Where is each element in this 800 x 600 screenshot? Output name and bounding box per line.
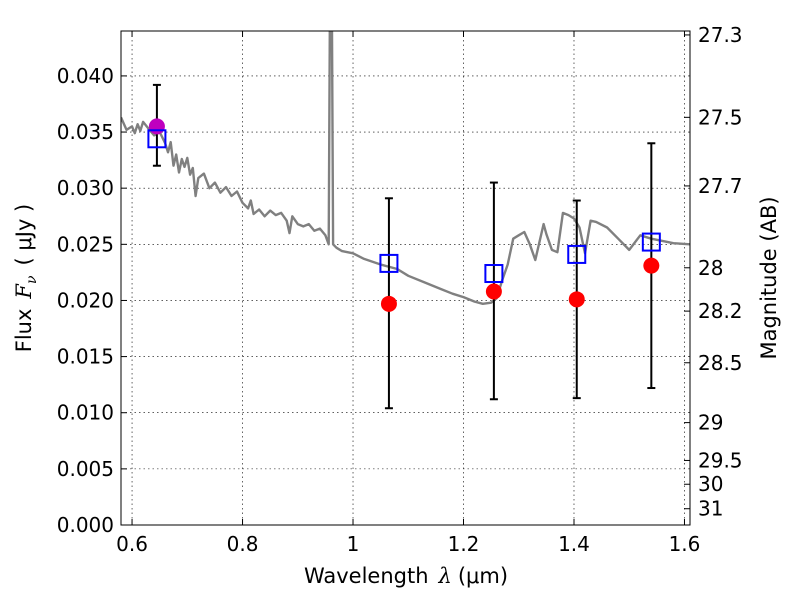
y-axis-title: FluxFν( μJy ): [12, 204, 40, 352]
y2-tick-label: 28.5: [698, 351, 743, 375]
y2-tick-label: 27.7: [698, 174, 743, 198]
y-tick-labels: 0.000 0.005 0.010 0.015 0.020 0.025 0.030 0.035…: [57, 64, 114, 537]
model-point: [147, 129, 167, 149]
y2-tick-label: 27.5: [698, 105, 743, 129]
spectrum-line: [121, 31, 690, 305]
axis-ticks: [121, 31, 690, 526]
x-tick-label: 1.6: [669, 532, 701, 556]
observed-point: [568, 291, 585, 308]
x-tick-label: 1: [347, 532, 360, 556]
x-tick-label: 0.6: [116, 532, 148, 556]
observed-point: [643, 257, 660, 274]
y2-tick-label: 30: [698, 472, 723, 496]
observed-point: [148, 118, 165, 135]
spectrum-series: [121, 31, 690, 305]
x-tick-label: 1.4: [558, 532, 590, 556]
y2-tick-label: 27.3: [698, 23, 743, 47]
y-tick-label: 0.035: [57, 120, 114, 144]
y2-axis-title: Magnitude (AB): [757, 196, 781, 359]
model-point: [379, 253, 399, 273]
y-tick-label: 0.030: [57, 176, 114, 200]
y2-tick-label: 31: [698, 497, 723, 521]
y-tick-label: 0.000: [57, 513, 114, 537]
x-axis-title: Wavelength λ (μm): [304, 564, 508, 588]
model-point: [641, 232, 661, 252]
y-tick-label: 0.025: [57, 232, 114, 256]
y2-tick-label: 29: [698, 411, 723, 435]
y2-tick-label: 28.2: [698, 299, 743, 323]
y-tick-label: 0.005: [57, 457, 114, 481]
y-tick-label: 0.010: [57, 401, 114, 425]
plot-frame: [120, 30, 691, 526]
x-tick-label: 1.2: [448, 532, 480, 556]
y2-tick-label: 29.5: [698, 448, 743, 472]
x-tick-label: 0.8: [227, 532, 259, 556]
y2-tick-label: 28: [698, 256, 723, 280]
model-point: [484, 264, 504, 284]
model-point: [567, 244, 587, 264]
y-tick-label: 0.015: [57, 345, 114, 369]
observed-point: [485, 283, 502, 300]
grid: [121, 31, 690, 525]
data-markers: [147, 118, 661, 312]
y-tick-label: 0.040: [57, 64, 114, 88]
x-tick-labels: 0.6 0.8 1 1.2 1.4 1.6: [116, 532, 700, 556]
y-tick-label: 0.020: [57, 288, 114, 312]
observed-point: [380, 295, 397, 312]
